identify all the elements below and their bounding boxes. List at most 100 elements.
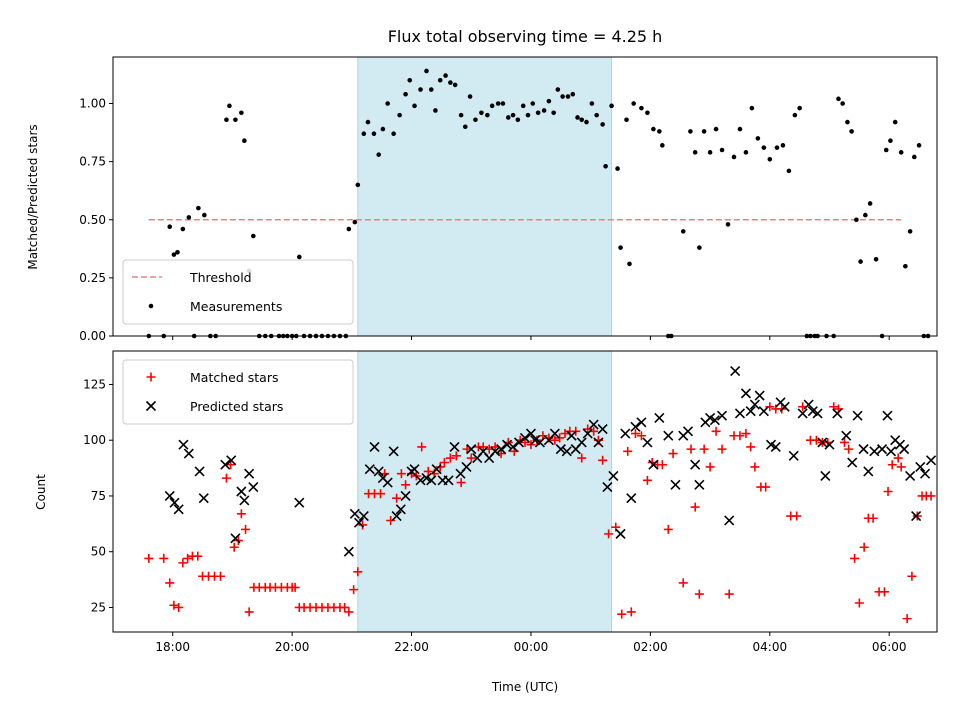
data-point xyxy=(403,91,408,97)
data-point xyxy=(690,502,700,512)
data-point xyxy=(589,101,595,106)
bottom-panel: 25 50 75 100 125 18:00 20:00 22:00 00:00 02:00 04:… xyxy=(83,350,938,654)
bottom-y-tick-label: 100 xyxy=(83,433,106,447)
data-point xyxy=(352,219,358,225)
data-point xyxy=(883,487,893,496)
data-point xyxy=(448,80,453,85)
data-point xyxy=(603,163,608,169)
data-point xyxy=(489,103,495,109)
data-point xyxy=(758,406,769,417)
x-axis-label: Time (UTC) xyxy=(491,680,558,694)
data-point xyxy=(912,154,917,160)
data-point xyxy=(194,466,205,477)
data-point xyxy=(220,459,231,470)
data-point xyxy=(251,233,256,239)
data-point xyxy=(630,429,640,439)
data-point xyxy=(627,261,632,267)
data-point xyxy=(678,578,688,588)
data-point xyxy=(340,602,350,612)
data-point xyxy=(371,131,377,137)
data-point xyxy=(196,205,201,211)
legend-label: Threshold xyxy=(189,270,252,285)
data-point xyxy=(792,112,798,118)
data-point xyxy=(749,105,755,111)
data-point xyxy=(820,470,831,481)
data-point xyxy=(731,154,737,160)
data-point xyxy=(854,217,859,223)
data-point xyxy=(699,444,709,454)
data-point xyxy=(462,444,472,454)
data-point xyxy=(879,587,889,597)
data-point xyxy=(779,401,790,412)
data-point xyxy=(519,432,531,444)
data-point xyxy=(198,493,209,504)
data-point xyxy=(624,117,629,123)
data-point xyxy=(439,458,449,468)
data-point xyxy=(701,129,707,134)
data-point xyxy=(893,453,903,463)
data-point xyxy=(178,558,188,568)
data-point xyxy=(858,444,869,455)
data-point xyxy=(588,419,599,430)
data-point xyxy=(570,91,576,97)
data-point xyxy=(877,444,888,455)
data-point xyxy=(863,212,868,218)
data-point xyxy=(426,475,437,486)
data-point xyxy=(741,429,751,439)
legend-label: Predicted stars xyxy=(190,399,283,414)
data-point xyxy=(631,101,636,106)
data-point xyxy=(343,546,354,557)
data-point xyxy=(615,528,626,539)
data-point xyxy=(355,182,361,188)
data-point xyxy=(663,524,673,534)
data-point xyxy=(239,110,244,116)
data-point xyxy=(473,117,478,123)
data-point xyxy=(705,462,715,472)
data-point xyxy=(892,119,898,125)
data-point xyxy=(428,87,434,92)
top-y-tick-label: 0.75 xyxy=(79,155,106,169)
data-point xyxy=(780,143,786,148)
data-point xyxy=(686,444,696,454)
data-point xyxy=(654,412,665,423)
data-point xyxy=(530,101,536,106)
data-point xyxy=(233,117,238,123)
data-point xyxy=(520,437,530,447)
data-point xyxy=(767,157,773,162)
top-y-tick-label: 0.00 xyxy=(79,329,106,343)
data-point xyxy=(435,462,445,472)
data-point xyxy=(597,423,608,435)
data-point xyxy=(905,470,916,481)
data-point xyxy=(437,77,443,83)
data-point xyxy=(391,131,396,137)
data-point xyxy=(885,446,897,457)
predicted-starsseries xyxy=(164,366,937,557)
data-point xyxy=(630,421,641,432)
bottom-observing-span xyxy=(357,351,612,632)
data-point xyxy=(755,136,761,141)
data-point xyxy=(598,455,608,465)
data-point xyxy=(903,263,908,269)
data-point xyxy=(396,469,406,479)
data-point xyxy=(380,126,386,132)
top-legend: Threshold Measurements xyxy=(122,259,354,325)
data-point xyxy=(388,446,399,457)
data-point xyxy=(770,441,781,452)
data-point xyxy=(694,479,705,490)
data-point xyxy=(577,453,587,463)
data-point xyxy=(169,497,180,508)
data-point xyxy=(584,119,589,125)
data-point xyxy=(713,126,719,132)
data-point xyxy=(911,510,922,522)
data-point xyxy=(926,491,936,501)
data-point xyxy=(850,553,860,563)
data-point xyxy=(391,510,402,522)
data-point xyxy=(555,433,565,443)
data-point xyxy=(349,508,360,519)
data-point xyxy=(668,449,678,459)
data-point xyxy=(836,96,841,102)
data-point xyxy=(688,129,693,134)
top-y-axis-label: Matched/Predicted stars xyxy=(26,124,40,269)
data-point xyxy=(290,582,300,592)
